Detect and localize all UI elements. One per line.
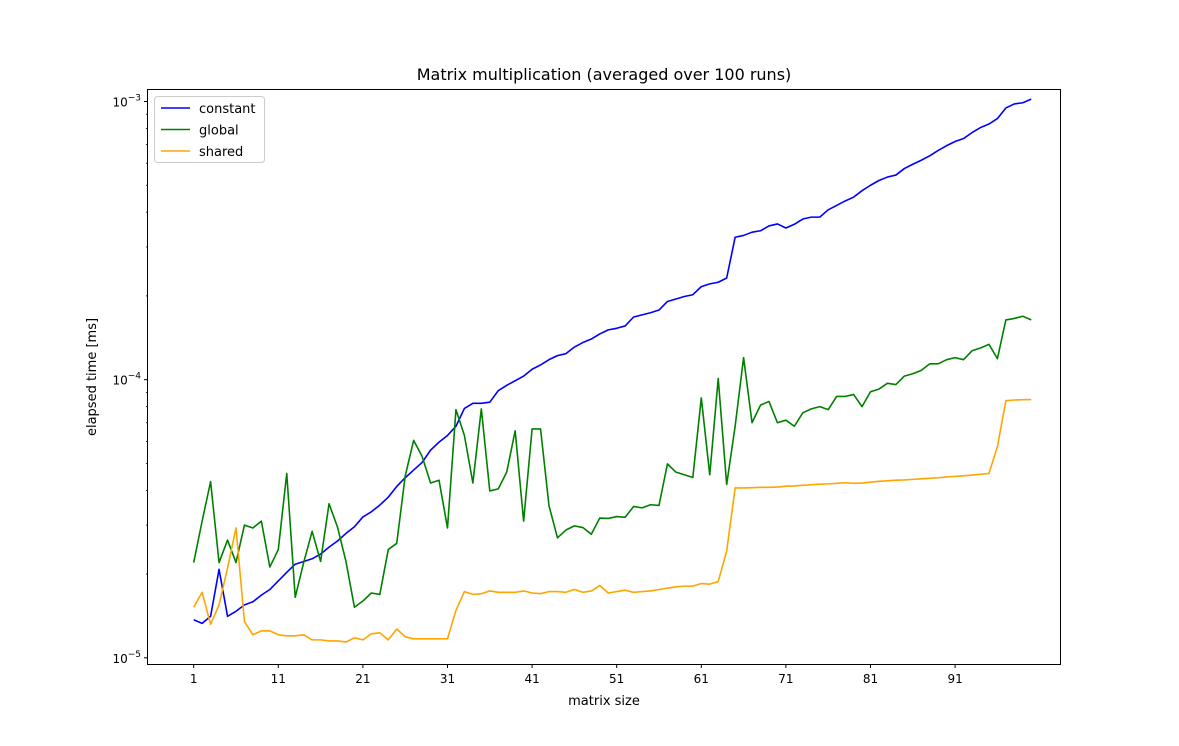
x-tick-label: 91 <box>947 672 962 686</box>
legend-label-shared: shared <box>199 145 243 160</box>
y-tick-label: 10−4 <box>112 372 141 388</box>
legend-label-global: global <box>199 124 239 139</box>
y-axis: 10−5 10−4 10−3 <box>112 94 148 666</box>
x-axis-label: matrix size <box>568 694 640 709</box>
x-tick-label: 41 <box>524 672 539 686</box>
legend-label-constant: constant <box>199 102 256 117</box>
x-tick-label: 31 <box>440 672 455 686</box>
x-tick-label: 11 <box>271 672 286 686</box>
chart-title: Matrix multiplication (averaged over 100… <box>417 65 792 84</box>
x-tick-label: 21 <box>355 672 370 686</box>
y-tick-label: 10−5 <box>112 650 141 666</box>
series-line-constant <box>193 98 1032 625</box>
y-tick-label: 10−3 <box>112 94 141 110</box>
series-line-shared <box>192 398 1032 643</box>
plot-frame <box>147 89 1061 665</box>
legend-box <box>154 96 265 163</box>
plot-lines <box>192 98 1032 643</box>
y-axis-label: elapsed time [ms] <box>85 318 100 436</box>
x-tick-label: 1 <box>190 672 198 686</box>
series-line-global <box>192 315 1032 609</box>
x-tick-label: 71 <box>778 672 793 686</box>
x-tick-label: 81 <box>863 672 878 686</box>
x-tick-label: 51 <box>609 672 624 686</box>
x-axis: 1 11 21 31 41 51 61 71 81 91 <box>190 664 963 686</box>
x-tick-label: 61 <box>694 672 709 686</box>
legend: constant global shared <box>154 96 265 163</box>
